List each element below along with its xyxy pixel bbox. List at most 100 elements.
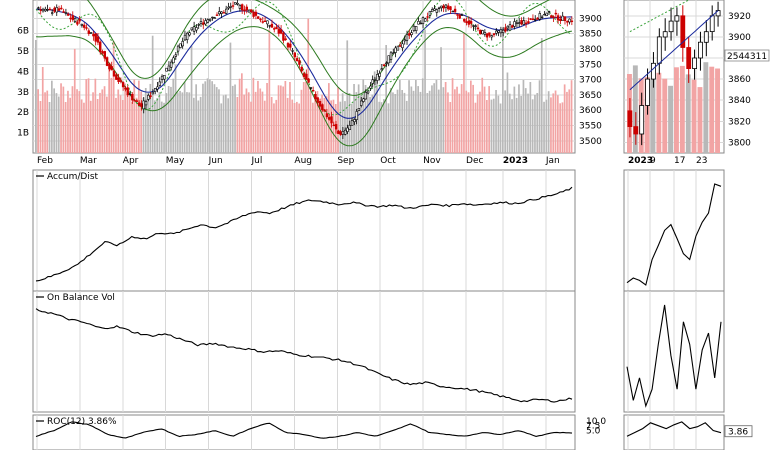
last-volume-tag: 2544311 — [724, 49, 770, 62]
roc-axis-tick: 10.0 — [586, 417, 606, 427]
volume-bar — [48, 102, 51, 153]
candle-body — [536, 17, 539, 20]
candle-body — [446, 5, 450, 10]
candle-body — [421, 17, 425, 24]
candle-body — [405, 33, 409, 41]
volume-bar — [518, 84, 520, 153]
volume-bar — [37, 89, 39, 153]
volume-bar — [433, 83, 435, 153]
candle-body — [259, 18, 262, 21]
candle-body — [369, 85, 372, 89]
volume-bar — [140, 91, 142, 153]
zoom-volume-bar — [703, 62, 709, 154]
volume-tick-label: 3B — [17, 88, 29, 98]
volume-bar — [138, 80, 140, 153]
volume-bar — [543, 101, 545, 153]
candle-body — [533, 19, 537, 21]
volume-bar — [222, 95, 225, 153]
candle-body — [254, 11, 258, 16]
volume-bar — [474, 102, 477, 153]
candle-body — [403, 39, 406, 42]
volume-bar — [499, 103, 502, 153]
volume-bar — [362, 79, 365, 153]
candle-body — [474, 25, 477, 27]
volume-tick-label: 5B — [17, 47, 29, 57]
volume-bar — [401, 90, 403, 153]
candle-body — [39, 9, 42, 11]
volume-bar — [243, 94, 245, 153]
candle-body — [385, 62, 388, 65]
candle-body — [408, 33, 411, 36]
volume-bar — [472, 84, 474, 153]
volume-bar — [415, 80, 417, 153]
volume-bar — [94, 78, 97, 153]
candle-body — [213, 17, 216, 19]
volume-bar — [426, 93, 429, 153]
price-tick-label: 3550 — [579, 121, 602, 131]
candle-body — [37, 7, 40, 9]
volume-bar — [520, 95, 522, 153]
candle-body — [119, 80, 123, 82]
zoom-volume-bar — [685, 74, 691, 153]
zoom-volume-bar — [662, 78, 668, 153]
volume-bar — [112, 41, 115, 154]
candle-body — [410, 32, 413, 36]
volume-tick-label: 4B — [17, 67, 29, 77]
candle-body — [359, 100, 363, 106]
candle-body — [346, 127, 349, 132]
candle-body — [55, 7, 58, 13]
candle-body — [172, 57, 175, 64]
volume-bar — [57, 96, 60, 153]
volume-bar — [442, 87, 445, 153]
volume-bar — [476, 94, 479, 153]
zoom-volume-bar — [691, 79, 697, 153]
volume-bar — [408, 80, 410, 153]
volume-bar — [440, 47, 442, 154]
volume-bar — [325, 96, 328, 153]
candle-body — [243, 9, 246, 12]
volume-bar — [163, 102, 165, 153]
volume-bar — [273, 103, 275, 153]
zoom-volume-bar — [650, 78, 656, 153]
candle-body — [463, 18, 466, 22]
zoom-price-axis: 3920390038803860384038203800 — [728, 12, 751, 149]
volume-bar — [522, 80, 525, 153]
candle-body — [41, 8, 45, 12]
volume-bar — [316, 91, 319, 153]
price-tick-label: 3500 — [579, 137, 602, 147]
candle-body — [442, 5, 445, 9]
volume-bar — [135, 97, 138, 153]
candle-body — [497, 30, 500, 33]
volume-bar — [257, 80, 259, 153]
candle-body — [282, 32, 285, 41]
candle-body — [261, 21, 264, 23]
candle-body — [353, 119, 356, 123]
candle-body — [238, 5, 242, 9]
volume-bar — [444, 82, 447, 153]
indicator-line — [35, 308, 573, 403]
volume-bar — [71, 86, 74, 153]
candle-body — [430, 9, 434, 13]
zoom-date-label: 2023 — [628, 156, 653, 166]
volume-bar — [463, 32, 465, 153]
candle-body — [62, 11, 65, 13]
volume-bar — [529, 82, 532, 153]
candle-body — [380, 68, 383, 71]
price-tick-label: 3850 — [579, 30, 602, 40]
volume-bar — [165, 93, 168, 153]
volume-bar — [502, 27, 504, 154]
indicator-title: On Balance Vol — [47, 293, 115, 303]
candle-body — [424, 18, 427, 22]
candle-body — [268, 25, 271, 27]
volume-bar — [424, 29, 426, 153]
volume-bar — [323, 97, 326, 153]
volume-bar — [101, 89, 104, 153]
volume-bar — [470, 80, 472, 153]
volume-bar — [158, 92, 161, 153]
volume-bars — [35, 18, 573, 154]
volume-bar — [41, 67, 44, 153]
last-volume-label: 2544311 — [727, 52, 767, 62]
candle-body — [444, 4, 448, 8]
candle-body — [179, 43, 182, 48]
candle-body — [433, 8, 436, 11]
